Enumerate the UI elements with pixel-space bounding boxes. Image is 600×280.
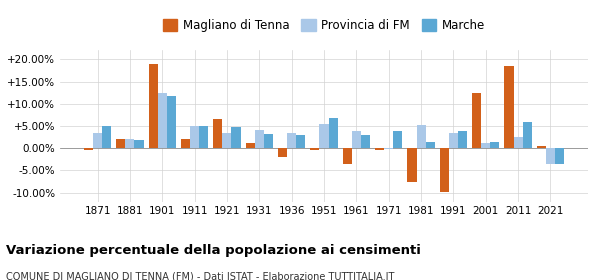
Bar [167, 96, 176, 148]
Text: COMUNE DI MAGLIANO DI TENNA (FM) - Dati ISTAT - Elaborazione TUTTITALIA.IT: COMUNE DI MAGLIANO DI TENNA (FM) - Dati … [6, 272, 394, 280]
Bar [537, 146, 546, 148]
Bar [352, 131, 361, 148]
Bar [116, 139, 125, 148]
Bar [555, 148, 564, 164]
Bar [458, 131, 467, 148]
Bar [287, 133, 296, 148]
Bar [361, 135, 370, 148]
Text: Variazione percentuale della popolazione ai censimenti: Variazione percentuale della popolazione… [6, 244, 421, 256]
Bar [384, 148, 393, 149]
Bar [375, 148, 384, 150]
Bar [319, 124, 329, 148]
Bar [407, 148, 416, 182]
Bar [149, 64, 158, 148]
Bar [329, 118, 338, 148]
Bar [125, 139, 134, 148]
Legend: Magliano di Tenna, Provincia di FM, Marche: Magliano di Tenna, Provincia di FM, Marc… [158, 14, 490, 36]
Bar [481, 143, 490, 148]
Bar [472, 93, 481, 148]
Bar [102, 126, 111, 148]
Bar [278, 148, 287, 157]
Bar [246, 143, 255, 148]
Bar [343, 148, 352, 164]
Bar [223, 133, 232, 148]
Bar [296, 135, 305, 148]
Bar [393, 131, 402, 148]
Bar [523, 122, 532, 148]
Bar [181, 139, 190, 148]
Bar [425, 142, 434, 148]
Bar [134, 140, 143, 148]
Bar [199, 126, 208, 148]
Bar [310, 148, 319, 150]
Bar [416, 125, 425, 148]
Bar [505, 66, 514, 148]
Bar [93, 133, 102, 148]
Bar [514, 137, 523, 148]
Bar [158, 93, 167, 148]
Bar [84, 148, 93, 150]
Bar [264, 134, 273, 148]
Bar [490, 142, 499, 148]
Bar [190, 126, 199, 148]
Bar [232, 127, 241, 148]
Bar [449, 133, 458, 148]
Bar [546, 148, 555, 164]
Bar [440, 148, 449, 192]
Bar [214, 119, 223, 148]
Bar [255, 130, 264, 148]
